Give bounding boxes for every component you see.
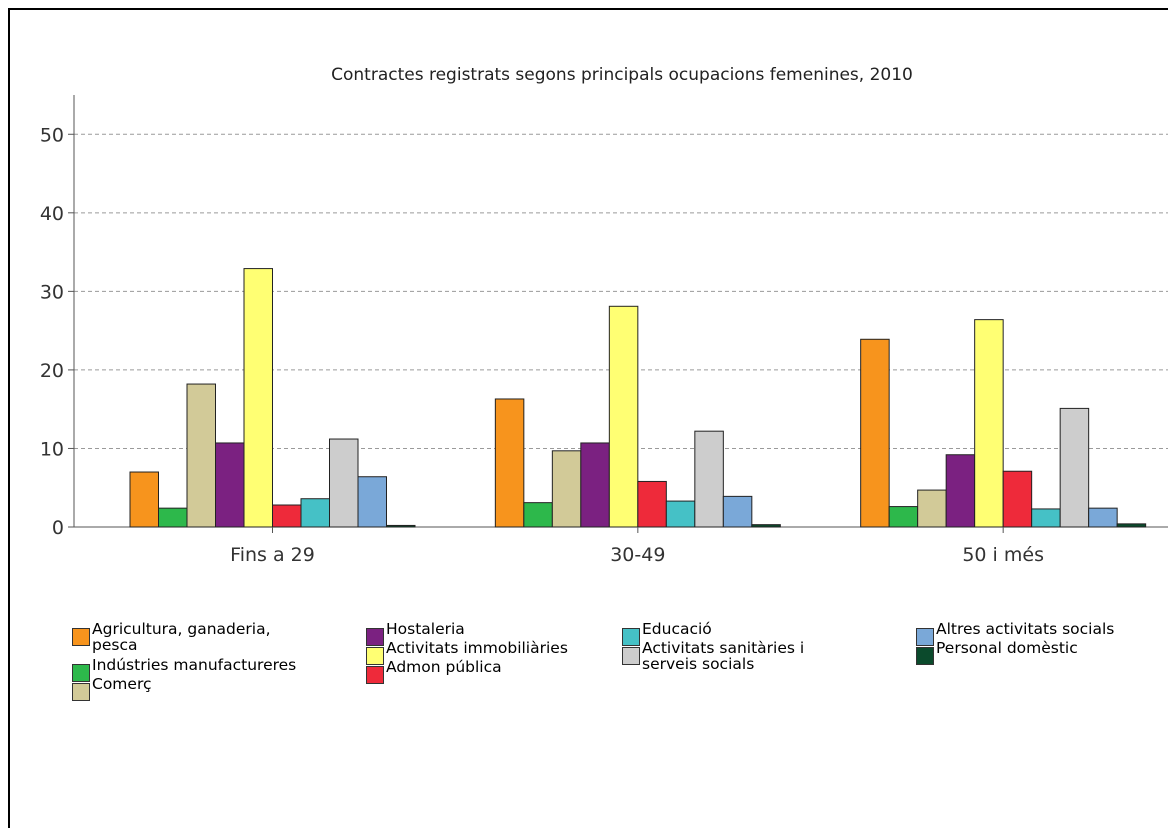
x-tick-label: 30-49 [610, 544, 665, 566]
legend-swatch [916, 628, 934, 646]
legend-swatch [366, 647, 384, 665]
bar [158, 507, 188, 528]
legend-label: Hostaleria [386, 620, 465, 638]
legend-swatch [366, 628, 384, 646]
bar [329, 438, 359, 528]
bar [637, 480, 667, 528]
legend-swatch [72, 664, 90, 682]
bar [243, 268, 273, 528]
x-tick-label: 50 i més [962, 544, 1044, 566]
legend-label: Activitats sanitàries i serveis socials [642, 639, 805, 673]
legend-label: Personal domèstic [936, 639, 1078, 657]
bar [386, 524, 416, 528]
legend-item: Comerç [72, 676, 152, 701]
legend-item: Admon pública [366, 659, 502, 684]
legend-swatch [72, 628, 90, 646]
bar [1088, 507, 1118, 528]
legend-swatch [916, 647, 934, 665]
bar [694, 430, 724, 528]
legend-item: Personal domèstic [916, 640, 1078, 665]
x-tick-label: Fins a 29 [230, 544, 315, 566]
y-tick-label: 0 [52, 517, 64, 539]
bar [860, 338, 890, 528]
bar-chart: Contractes registrats segons principals … [40, 65, 1168, 566]
bar [1031, 508, 1061, 528]
legend-item: Indústries manufactureres [72, 657, 296, 682]
legend-item: Educació [622, 621, 712, 646]
legend-swatch [622, 647, 640, 665]
bar [300, 498, 330, 528]
bar [608, 305, 639, 528]
legend-label: Admon pública [386, 658, 502, 676]
bar [186, 383, 216, 528]
bar [580, 442, 610, 528]
y-tick-label: 30 [40, 281, 64, 303]
bar [665, 500, 696, 528]
legend-item: Altres activitats socials [916, 621, 1114, 646]
legend-label: Comerç [92, 675, 152, 693]
bar [751, 524, 781, 528]
bar [215, 442, 245, 528]
legend-label: Altres activitats socials [936, 620, 1115, 638]
bar [1116, 523, 1147, 528]
bar [1002, 470, 1033, 528]
bar [494, 398, 525, 528]
legend-label: Indústries manufactureres [92, 656, 297, 674]
bar [523, 502, 553, 528]
legend-label: Educació [642, 620, 712, 638]
bar [945, 454, 976, 528]
legend-item: Activitats immobiliàries [366, 640, 568, 665]
chart-title: Contractes registrats segons principals … [331, 65, 913, 85]
bar [974, 319, 1004, 528]
y-tick-label: 40 [40, 203, 64, 225]
y-tick-label: 10 [40, 438, 64, 460]
y-tick-label: 20 [40, 360, 64, 382]
bar [888, 506, 919, 528]
y-tick-label: 50 [40, 124, 64, 146]
legend-swatch [622, 628, 640, 646]
legend-item: Hostaleria [366, 621, 465, 646]
bar [722, 495, 753, 528]
bar [917, 489, 947, 528]
legend-swatch [366, 666, 384, 684]
legend-swatch [72, 683, 90, 701]
bar [357, 476, 387, 528]
legend-item: Activitats sanitàries i serveis socials [622, 640, 804, 672]
legend-label: Agricultura, ganaderia, pesca [92, 620, 271, 654]
legend-label: Activitats immobiliàries [386, 639, 568, 657]
bar [1059, 407, 1090, 528]
bar [551, 450, 582, 528]
bar [129, 471, 159, 528]
legend-item: Agricultura, ganaderia, pesca [72, 621, 271, 653]
chart-frame: Contractes registrats segons principals … [8, 8, 1168, 828]
bar [272, 504, 302, 528]
